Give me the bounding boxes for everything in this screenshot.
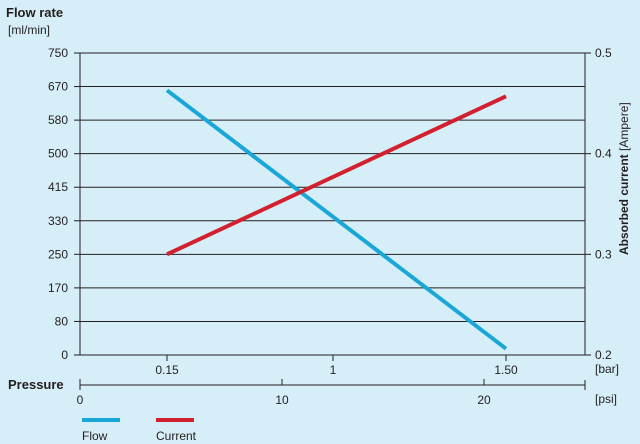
gridlines: [80, 52, 585, 322]
bar-axis-ticks: 0.15 1 1.50: [155, 355, 518, 377]
bar-tick-label: 0.15: [155, 363, 179, 377]
legend-label-flow: Flow: [82, 429, 108, 443]
left-tick-label: 750: [48, 46, 68, 60]
psi-unit-label: [psi]: [595, 392, 617, 406]
right-tick-label: 0.4: [595, 147, 612, 161]
right-tick-label: 0.3: [595, 247, 612, 261]
bar-tick-label: 1.50: [494, 363, 518, 377]
left-axis-title: Flow rate: [6, 5, 63, 20]
psi-axis-ticks: 0 10 20: [77, 379, 491, 407]
series-line-flow: [165, 88, 508, 351]
left-tick-label: 80: [55, 314, 69, 328]
left-tick-label: 580: [48, 113, 68, 127]
series-lines: [165, 88, 508, 351]
right-axis-title-unit: [Ampere]: [617, 102, 631, 151]
left-tick-label: 415: [48, 180, 68, 194]
left-tick-label: 330: [48, 214, 68, 228]
bar-unit-label: [bar]: [595, 362, 619, 376]
left-tick-label: 500: [48, 147, 68, 161]
bar-tick-label: 1: [330, 363, 337, 377]
x-axis-title: Pressure: [8, 377, 64, 392]
legend-label-current: Current: [156, 429, 197, 443]
legend: Flow Current: [82, 418, 197, 443]
right-axis-title: Absorbed current [Ampere]: [617, 102, 631, 255]
right-tick-label: 0.5: [595, 46, 612, 60]
right-axis-ticks: 0.2 0.3 0.4 0.5: [585, 46, 612, 362]
right-tick-label: 0.2: [595, 348, 612, 362]
series-line-current: [166, 94, 507, 257]
right-axis-title-bold: Absorbed current: [617, 154, 631, 255]
left-axis-unit: [ml/min]: [8, 23, 50, 37]
psi-tick-label: 0: [77, 393, 84, 407]
left-axis-ticks: 0 80 170 250 330 415 500 580 670 750: [48, 46, 80, 362]
psi-tick-label: 10: [275, 393, 289, 407]
psi-tick-label: 20: [477, 393, 491, 407]
left-tick-label: 170: [48, 281, 68, 295]
left-tick-label: 670: [48, 80, 68, 94]
axes: [79, 53, 586, 390]
left-tick-label: 0: [61, 348, 68, 362]
left-tick-label: 250: [48, 247, 68, 261]
